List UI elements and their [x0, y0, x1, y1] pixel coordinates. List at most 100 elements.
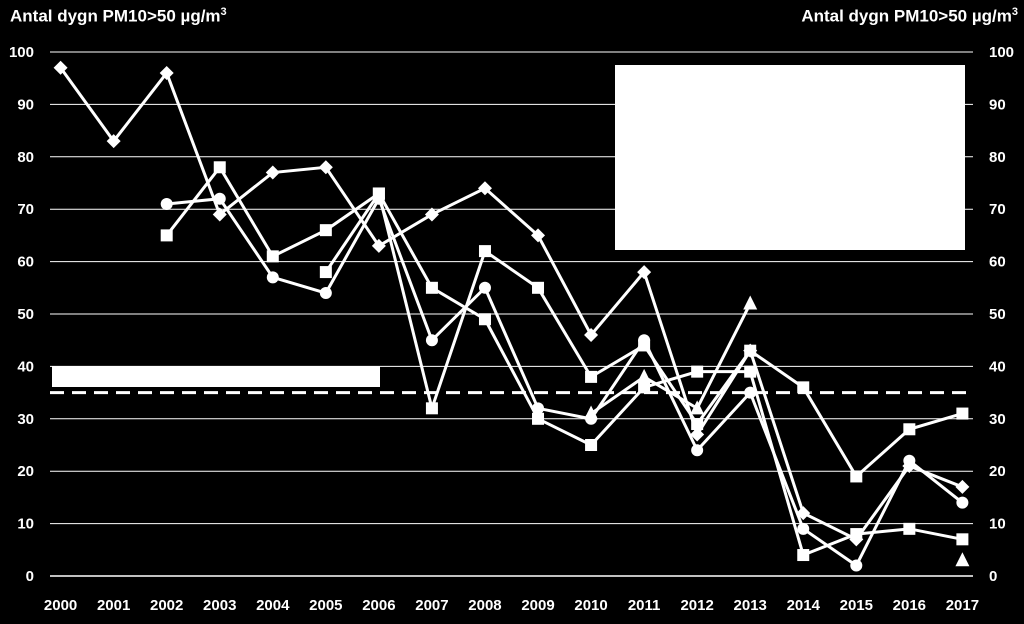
data-point: [160, 229, 173, 242]
y-tick-label: 30: [17, 411, 34, 428]
data-point: [160, 197, 173, 210]
x-tick-label: 2007: [415, 597, 448, 614]
data-point: [638, 381, 651, 394]
data-point: [319, 224, 332, 237]
legend-box-right: [615, 65, 965, 250]
y-tick-label: 0: [989, 568, 997, 585]
data-point: [266, 271, 279, 284]
series-line: [165, 164, 963, 558]
data-point: [212, 207, 227, 222]
data-point: [850, 470, 863, 483]
x-tick-label: 2009: [521, 597, 554, 614]
y-tick-label: 70: [989, 201, 1006, 218]
data-point: [744, 344, 757, 357]
y-tick-label: 20: [17, 463, 34, 480]
series-5: [584, 295, 970, 567]
data-point: [213, 192, 226, 205]
series-3: [160, 161, 969, 562]
data-point: [637, 368, 652, 383]
data-point: [638, 339, 651, 352]
data-point: [690, 427, 705, 442]
series-2: [160, 192, 969, 572]
data-point: [425, 281, 438, 294]
data-point: [372, 187, 385, 200]
data-point: [956, 533, 969, 546]
data-point: [797, 522, 810, 535]
y-ticks-right: 0 10 20 30 40 50 60 70 80 90 100: [989, 44, 1014, 585]
data-point: [318, 160, 333, 175]
series-group: [53, 60, 970, 572]
series-line: [166, 195, 964, 568]
y-tick-label: 60: [17, 254, 34, 271]
data-point: [478, 313, 491, 326]
y-axis-label-left: Antal dygn PM10>50 µg/m3: [10, 6, 227, 26]
x-tick-label: 2008: [468, 597, 501, 614]
y-tick-label: 10: [989, 516, 1006, 533]
data-point: [584, 405, 599, 420]
x-tick-label: 2011: [628, 597, 661, 614]
data-point: [425, 334, 438, 347]
y-axis-label-right: Antal dygn PM10>50 µg/m3: [801, 6, 1018, 26]
data-point: [213, 161, 226, 174]
y-tick-label: 60: [989, 254, 1006, 271]
x-ticks: 2000 2001 2002 2003 2004 2005 2006 2007 2008 2009…: [44, 597, 979, 614]
data-point: [585, 370, 598, 383]
x-tick-label: 2015: [840, 597, 873, 614]
x-tick-label: 2017: [946, 597, 979, 614]
data-point: [691, 444, 704, 457]
y-tick-label: 100: [9, 44, 34, 61]
data-point: [691, 418, 704, 431]
x-tick-label: 2006: [362, 597, 395, 614]
y-tick-label: 40: [989, 358, 1006, 375]
data-point: [850, 559, 863, 572]
data-point: [743, 295, 758, 310]
x-tick-label: 2002: [150, 597, 183, 614]
series-line: [59, 66, 963, 542]
y-tick-label: 90: [989, 96, 1006, 113]
x-tick-label: 2013: [734, 597, 767, 614]
x-tick-label: 2001: [97, 597, 130, 614]
data-point: [956, 407, 969, 420]
y-tick-label: 70: [17, 201, 34, 218]
data-point: [585, 439, 598, 451]
y-tick-label: 50: [989, 306, 1006, 323]
data-point: [691, 365, 704, 378]
y-tick-label: 100: [989, 44, 1014, 61]
data-point: [319, 266, 332, 279]
data-point: [424, 207, 439, 222]
x-tick-label: 2014: [787, 597, 821, 614]
data-point: [956, 496, 969, 509]
data-point: [478, 281, 491, 294]
data-point: [584, 327, 599, 342]
x-tick-label: 2003: [203, 597, 236, 614]
data-point: [690, 400, 705, 415]
x-tick-label: 2004: [256, 597, 290, 614]
data-point: [371, 238, 386, 253]
y-tick-label: 0: [26, 568, 34, 585]
y-tick-label: 80: [17, 149, 34, 166]
y-ticks-left: 0 10 20 30 40 50 60 70 80 90 100: [9, 44, 34, 585]
y-tick-label: 20: [989, 463, 1006, 480]
data-point: [850, 528, 863, 541]
data-point: [319, 287, 332, 300]
data-point: [637, 265, 652, 280]
data-point: [478, 245, 491, 258]
data-point: [532, 412, 545, 425]
data-point: [53, 60, 68, 75]
data-point: [955, 552, 970, 567]
y-tick-label: 30: [989, 411, 1006, 428]
data-point: [106, 134, 121, 149]
data-point: [797, 549, 810, 562]
x-tick-label: 2012: [680, 597, 713, 614]
series-line: [590, 302, 752, 415]
x-tick-label: 2010: [574, 597, 607, 614]
data-point: [425, 402, 438, 415]
data-point: [797, 381, 810, 394]
y-tick-label: 10: [17, 516, 34, 533]
x-tick-label: 2005: [309, 597, 342, 614]
data-point: [903, 522, 916, 535]
data-point: [744, 386, 757, 399]
series-4: [319, 187, 969, 483]
y-tick-label: 40: [17, 358, 34, 375]
